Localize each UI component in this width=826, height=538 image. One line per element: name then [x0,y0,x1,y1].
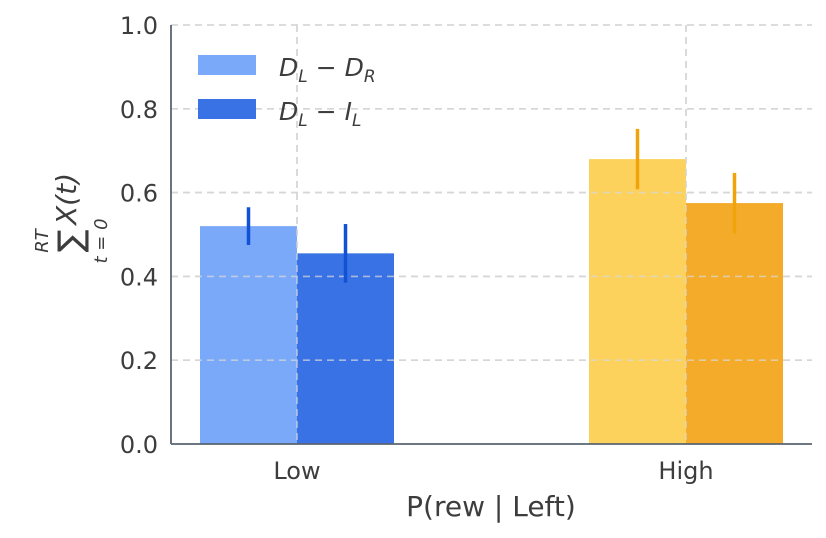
legend: DL − DR DL − IL [198,53,376,131]
legend-label: DL − IL [279,97,361,131]
legend-swatch [198,99,256,119]
x-tick-label: High [658,457,713,485]
y-axis-label-body: X(t) [50,173,83,227]
y-tick-label: 0.4 [120,263,158,291]
y-axis-label: ∑ RT t = 0 X(t) [32,173,112,264]
x-tick-label: Low [273,457,320,485]
bar [589,159,686,444]
tick-labels: 0.0 0.2 0.4 0.6 0.8 1.0 Low High [120,12,714,485]
y-tick-label: 1.0 [120,12,158,40]
bar [297,253,394,444]
y-tick-label: 0.0 [120,431,158,459]
x-axis-label: P(rew | Left) [406,490,576,523]
bar [200,226,297,444]
y-tick-label: 0.8 [120,96,158,124]
y-axis-label-upper: RT [32,227,53,253]
bar [686,203,783,444]
y-tick-label: 0.2 [120,347,158,375]
y-axis-label-lower: t = 0 [91,218,112,263]
bars [171,24,812,444]
y-tick-label: 0.6 [120,180,158,208]
legend-label: DL − DR [279,53,376,87]
y-axis-label-sum: ∑ [51,229,91,252]
legend-swatch [198,55,256,75]
axes [170,25,812,445]
